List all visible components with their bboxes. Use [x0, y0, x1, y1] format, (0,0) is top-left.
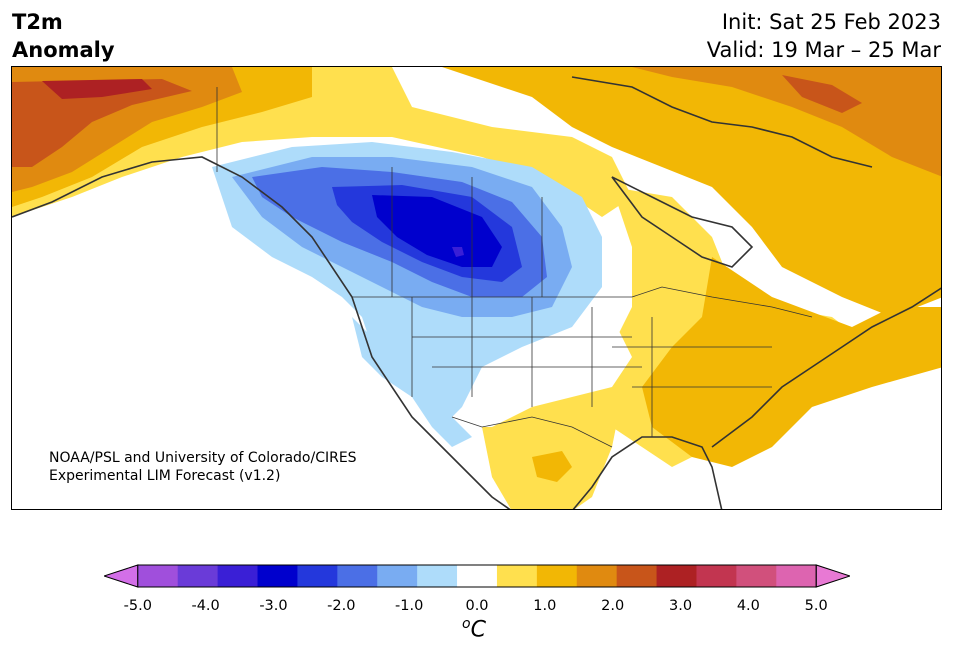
colorbar-tick-label: 1.0	[533, 598, 556, 614]
anomaly-map	[11, 66, 942, 510]
colorbar-extend-max	[816, 565, 850, 587]
colorbar-cell	[776, 565, 816, 587]
colorbar-tick-label: 2.0	[601, 598, 624, 614]
colorbar-tick-label: -1.0	[395, 598, 423, 614]
colorbar-cell	[537, 565, 577, 587]
valid-range: Valid: 19 Mar – 25 Mar	[707, 36, 941, 64]
colorbar-tick-label: 3.0	[669, 598, 692, 614]
credit-text: NOAA/PSL and University of Colorado/CIRE…	[49, 449, 357, 485]
colorbar-tick-label: -3.0	[259, 598, 287, 614]
colorbar-cell	[337, 565, 377, 587]
colorbar-extend-min	[104, 565, 138, 587]
colorbar-cells	[104, 565, 850, 587]
colorbar-tick-label: 0.0	[465, 598, 488, 614]
map-title-line2: Anomaly	[12, 36, 115, 64]
colorbar	[104, 564, 850, 590]
unit-celsius: C	[471, 617, 486, 642]
init-date: Init: Sat 25 Feb 2023	[707, 8, 941, 36]
colorbar-cell	[218, 565, 258, 587]
colorbar-tick-label: -5.0	[124, 598, 152, 614]
colorbar-tick-label: 4.0	[737, 598, 760, 614]
colorbar-cell	[696, 565, 736, 587]
credit-line1: NOAA/PSL and University of Colorado/CIRE…	[49, 449, 357, 467]
credit-line2: Experimental LIM Forecast (v1.2)	[49, 467, 357, 485]
colorbar-cell	[377, 565, 417, 587]
colorbar-cell	[178, 565, 218, 587]
colorbar-cell	[138, 565, 178, 587]
colorbar-cell	[457, 565, 497, 587]
colorbar-tick-label: -2.0	[327, 598, 355, 614]
colorbar-unit: oC	[462, 616, 486, 642]
colorbar-cell	[258, 565, 298, 587]
colorbar-cell	[657, 565, 697, 587]
colorbar-tick-label: 5.0	[805, 598, 828, 614]
colorbar-cell	[577, 565, 617, 587]
colorbar-cell	[736, 565, 776, 587]
colorbar-cell	[417, 565, 457, 587]
map-title-line1: T2m	[12, 8, 115, 36]
colorbar-tick-label: -4.0	[191, 598, 219, 614]
colorbar-cell	[497, 565, 537, 587]
forecast-dates: Init: Sat 25 Feb 2023 Valid: 19 Mar – 25…	[707, 8, 941, 64]
unit-degree: o	[462, 616, 471, 632]
map-title: T2m Anomaly	[12, 8, 115, 64]
anomaly-map-svg	[12, 67, 942, 510]
colorbar-cell	[617, 565, 657, 587]
colorbar-cell	[297, 565, 337, 587]
